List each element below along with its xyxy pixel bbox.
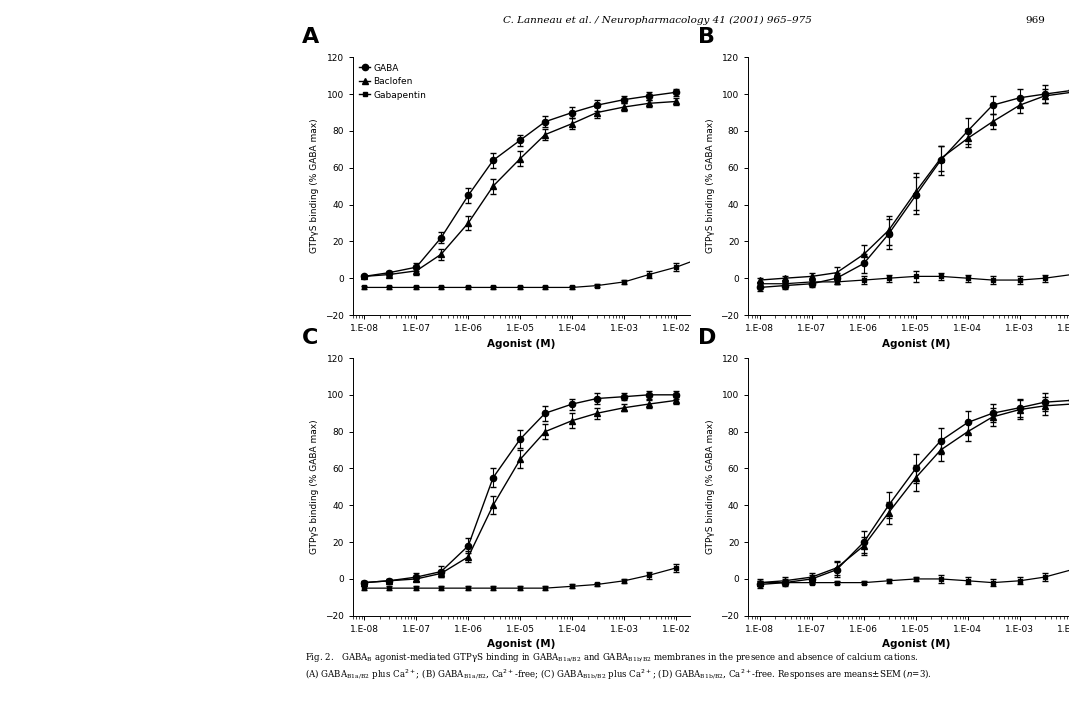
X-axis label: Agonist (M): Agonist (M) xyxy=(487,339,555,349)
Text: C: C xyxy=(303,328,319,348)
Text: A: A xyxy=(303,27,320,47)
Text: Fig. 2.   GABA$_\mathregular{B}$ agonist-mediated GTP$\mathregular{\gamma}$S bin: Fig. 2. GABA$_\mathregular{B}$ agonist-m… xyxy=(305,652,918,664)
X-axis label: Agonist (M): Agonist (M) xyxy=(883,639,950,649)
Y-axis label: GTPγS binding (% GABA max): GTPγS binding (% GABA max) xyxy=(706,420,715,554)
Text: D: D xyxy=(698,328,716,348)
X-axis label: Agonist (M): Agonist (M) xyxy=(883,339,950,349)
Y-axis label: GTPγS binding (% GABA max): GTPγS binding (% GABA max) xyxy=(310,119,320,253)
Text: Gabapentin was
designed to look
like GABA. So
people thought
that GABApentin
wor: Gabapentin was designed to look like GAB… xyxy=(42,224,242,463)
Y-axis label: GTPγS binding (% GABA max): GTPγS binding (% GABA max) xyxy=(310,420,320,554)
Text: 969: 969 xyxy=(1025,16,1045,25)
Text: B: B xyxy=(698,27,715,47)
Text: C. Lanneau et al. / Neuropharmacology 41 (2001) 965–975: C. Lanneau et al. / Neuropharmacology 41… xyxy=(503,16,811,25)
Legend: GABA, Baclofen, Gabapentin: GABA, Baclofen, Gabapentin xyxy=(357,62,429,102)
Text: (A) GABA$_\mathregular{B1a/B2}$ plus Ca$^{2+}$; (B) GABA$_\mathregular{B1a/B2}$,: (A) GABA$_\mathregular{B1a/B2}$ plus Ca$… xyxy=(305,667,931,682)
Y-axis label: GTPγS binding (% GABA max): GTPγS binding (% GABA max) xyxy=(706,119,715,253)
X-axis label: Agonist (M): Agonist (M) xyxy=(487,639,555,649)
